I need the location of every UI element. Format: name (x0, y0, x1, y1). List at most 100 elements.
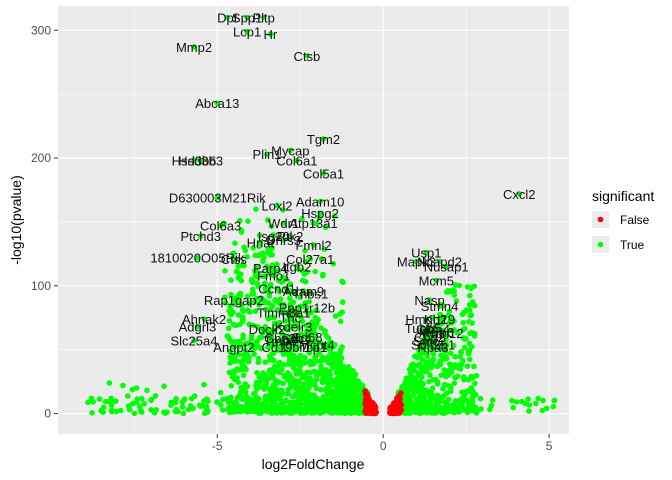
point-significant (254, 386, 260, 392)
point-significant (297, 352, 304, 359)
point-significant (466, 307, 473, 313)
gene-label: Gbp2b (264, 331, 303, 346)
point-significant (270, 403, 276, 409)
point-significant (306, 358, 313, 365)
gene-label: Hmgb2 (405, 312, 447, 327)
point-significant (296, 324, 302, 331)
point-labeled (294, 335, 300, 342)
point-significant (231, 301, 238, 308)
point-significant (304, 328, 310, 335)
gene-label: Tcp1 (300, 340, 327, 355)
point-non-significant (389, 408, 395, 414)
point-significant (267, 252, 274, 258)
gene-label: Cxcl2 (503, 187, 536, 202)
point-significant (267, 392, 274, 398)
point-significant (434, 392, 441, 399)
point-significant (161, 383, 167, 390)
point-significant (129, 386, 136, 393)
point-significant (294, 305, 301, 312)
point-significant (238, 302, 245, 308)
point-significant (478, 406, 484, 412)
point-significant (254, 280, 260, 287)
point-significant (89, 410, 95, 416)
point-significant (253, 206, 259, 212)
point-significant (248, 408, 255, 415)
point-significant (148, 397, 154, 404)
point-significant (451, 362, 458, 368)
point-significant (232, 240, 238, 246)
point-significant (466, 340, 473, 347)
point-labeled (294, 263, 300, 270)
point-labeled (214, 100, 221, 106)
point-significant (467, 292, 473, 299)
point-significant (222, 294, 228, 301)
gene-label: Rpa3 (417, 340, 448, 355)
point-labeled (277, 337, 284, 344)
point-significant (438, 372, 445, 379)
point-significant (312, 400, 318, 406)
point-significant (313, 376, 320, 383)
point-significant (139, 395, 145, 402)
point-significant (240, 372, 247, 379)
point-significant (326, 353, 332, 360)
point-significant (282, 318, 289, 324)
gene-label: Isg20 (258, 229, 290, 244)
point-significant (265, 344, 271, 351)
point-significant (337, 348, 344, 355)
point-significant (287, 281, 293, 287)
point-significant (168, 399, 175, 406)
point-significant (451, 288, 458, 295)
point-significant (292, 319, 298, 325)
point-significant (236, 344, 242, 350)
point-significant (269, 302, 276, 309)
point-significant (477, 395, 484, 402)
point-significant (459, 389, 465, 396)
point-significant (230, 250, 237, 256)
point-significant (308, 377, 315, 384)
point-labeled (287, 147, 294, 154)
legend-label-true: True (620, 238, 645, 252)
point-significant (113, 398, 119, 405)
legend-dot-false (597, 216, 604, 223)
gene-label: Mycap (271, 143, 309, 158)
point-significant (141, 400, 147, 407)
point-significant (285, 346, 291, 352)
point-significant (271, 320, 278, 327)
point-significant (262, 393, 269, 400)
gene-label: Nasp (414, 293, 444, 308)
point-significant (250, 279, 256, 286)
gene-label: Mcm5 (419, 274, 454, 289)
point-significant (334, 407, 340, 414)
point-significant (306, 391, 312, 398)
point-labeled (280, 220, 287, 226)
gene-label: Ccnd1 (258, 281, 296, 296)
point-significant (222, 268, 228, 274)
point-significant (452, 282, 459, 288)
point-labeled (307, 290, 314, 297)
point-labeled (267, 265, 274, 271)
point-labeled (320, 136, 327, 142)
point-significant (315, 369, 321, 376)
point-significant (248, 335, 255, 342)
point-significant (318, 325, 324, 331)
point-significant (300, 384, 306, 391)
point-labeled (516, 191, 522, 197)
point-significant (467, 356, 473, 363)
point-significant (102, 398, 109, 405)
point-significant (323, 333, 330, 339)
point-significant (344, 389, 351, 396)
point-significant (275, 277, 282, 284)
point-non-significant (367, 407, 374, 414)
gene-label: Rap1gap2 (204, 293, 264, 308)
point-significant (299, 216, 305, 222)
point-labeled (194, 254, 201, 261)
point-significant (288, 303, 294, 310)
point-significant (535, 395, 541, 402)
point-significant (410, 376, 416, 383)
point-significant (253, 339, 260, 345)
point-labeled (430, 344, 436, 350)
point-significant (237, 217, 243, 224)
point-significant (252, 252, 259, 259)
point-significant (525, 396, 531, 403)
y-tick-label: 300 (31, 23, 51, 37)
